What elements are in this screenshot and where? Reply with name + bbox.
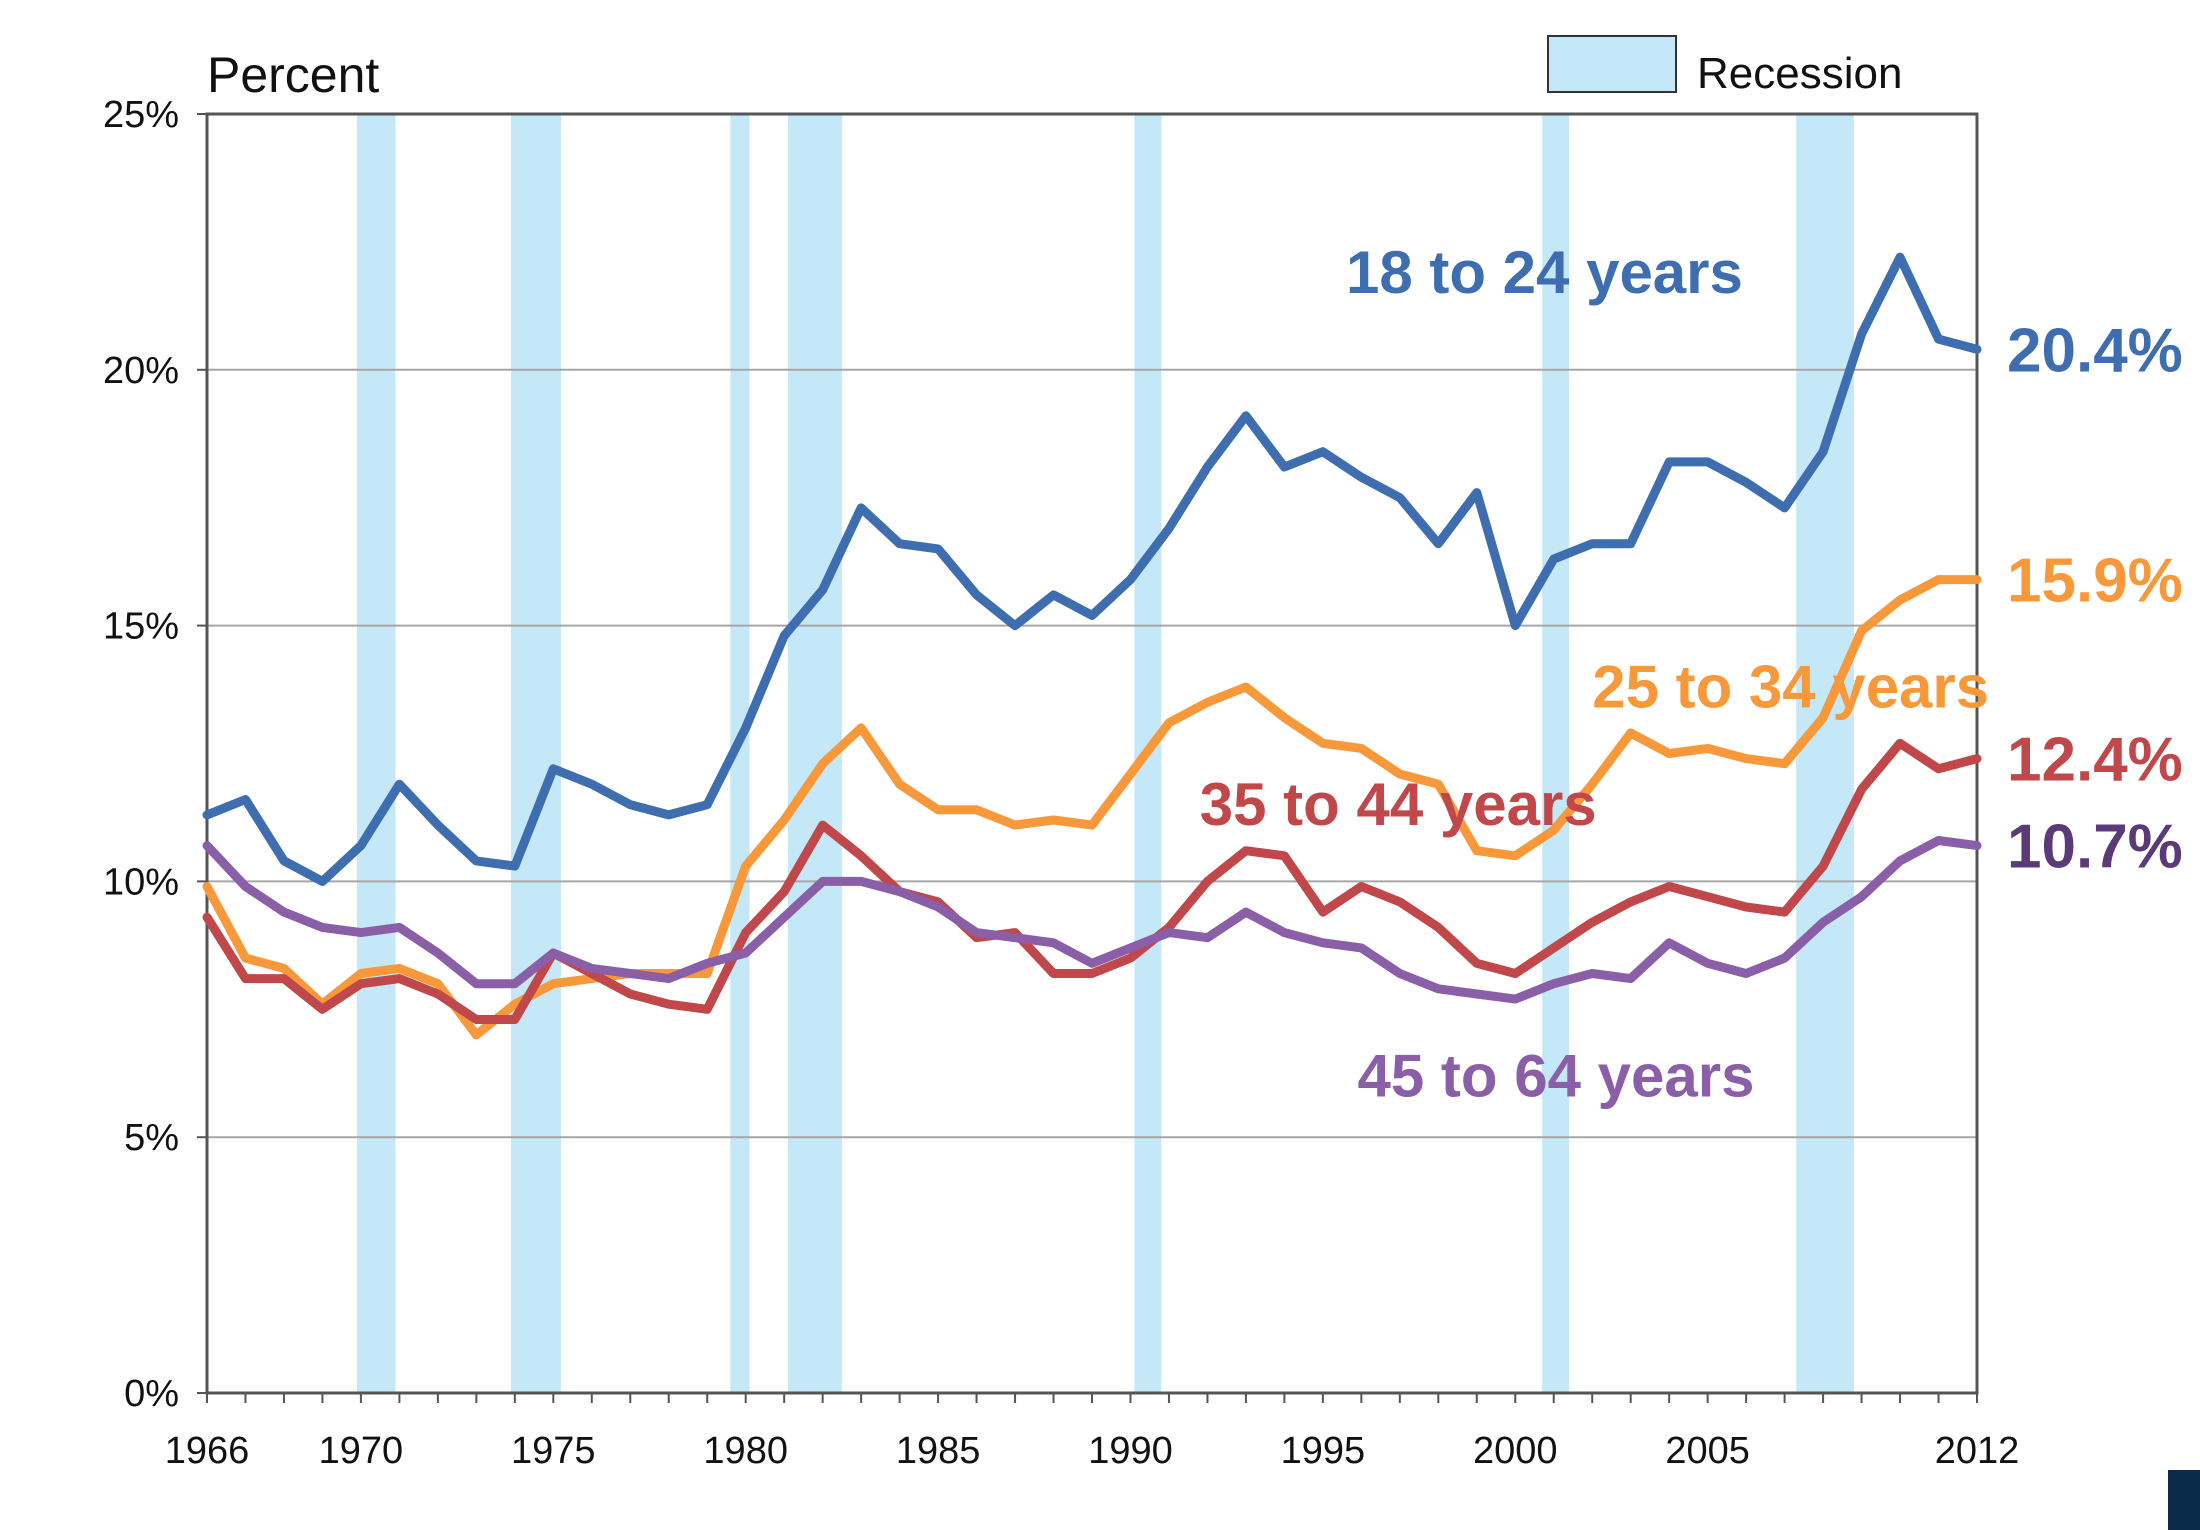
series-line (202, 252, 1982, 886)
series-line (202, 575, 1982, 1040)
x-tick-label: 2000 (1473, 1430, 1558, 1472)
recession-band (1542, 114, 1570, 1393)
x-tick-label: 1985 (896, 1430, 981, 1472)
y-tick-label: 15% (103, 606, 179, 648)
recession-band (1796, 114, 1854, 1393)
y-tick-label: 0% (124, 1373, 179, 1415)
x-tick-label: 1975 (511, 1430, 596, 1472)
x-tick-label: 1990 (1088, 1430, 1173, 1472)
recession-band (730, 114, 750, 1393)
y-tick-label: 5% (124, 1117, 179, 1159)
recession-band (510, 114, 561, 1393)
x-tick-label: 1970 (319, 1430, 404, 1472)
x-tick-label: 2005 (1665, 1430, 1750, 1472)
x-tick-label: 1980 (703, 1430, 788, 1472)
x-tick-label: 2012 (1935, 1430, 2020, 1472)
corner-mark (2168, 1470, 2200, 1530)
series-lines (202, 252, 1982, 1040)
y-axis-title: Percent (207, 47, 379, 103)
end-value-label: 10.7% (2007, 813, 2183, 882)
series-label: 35 to 44 years (1200, 771, 1597, 838)
end-value-label: 12.4% (2007, 726, 2183, 795)
series-label: 25 to 34 years (1592, 653, 1989, 720)
gridlines (207, 368, 1977, 1139)
series-line (202, 836, 1982, 1004)
axes: 0% 5% 10% 15% 20% 25% 1966 1970 1975 1980 1985 1990… (103, 94, 2019, 1472)
end-value-label: 20.4% (2007, 316, 2183, 385)
y-tick-label: 25% (103, 94, 179, 136)
legend-swatch (1547, 35, 1677, 93)
x-tick-label: 1995 (1281, 1430, 1366, 1472)
y-tick-label: 20% (103, 350, 179, 392)
y-tick-label: 10% (103, 861, 179, 903)
series-line (202, 738, 1982, 1024)
end-value-label: 15.9% (2007, 547, 2183, 616)
x-tick-label: 1966 (165, 1430, 250, 1472)
legend-label: Recession (1697, 49, 1902, 98)
series-label: 18 to 24 years (1346, 239, 1743, 306)
recession-band (357, 114, 396, 1393)
legend: Recession (1547, 35, 1902, 98)
series-labels: 18 to 24 years 20.4% 25 to 34 years 15.9% 35… (1200, 239, 2183, 1109)
series-label: 45 to 64 years (1358, 1042, 1755, 1109)
